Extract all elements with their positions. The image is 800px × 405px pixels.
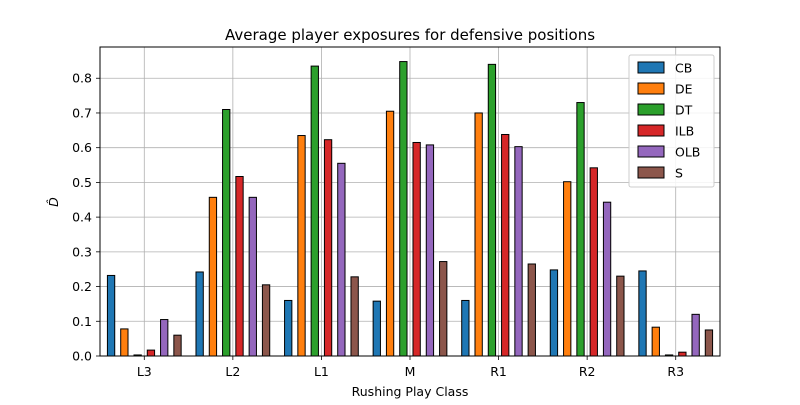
bar-cb-r1: [461, 299, 470, 357]
legend-swatch-s: [637, 166, 665, 179]
y-tick-label: 0.7: [72, 105, 92, 120]
y-tick-label: 0.3: [72, 244, 92, 259]
y-tick-label: 0.0: [72, 349, 92, 364]
x-tick-label: M: [405, 364, 416, 379]
bar-de-r1: [474, 112, 483, 357]
bar-cb-r3: [638, 270, 647, 357]
bar-olb-r1: [514, 146, 523, 357]
legend-label-dt: DT: [675, 103, 693, 118]
bar-de-l2: [208, 196, 218, 357]
bar-cb-l2: [195, 271, 204, 357]
bar-s-l2: [261, 284, 271, 357]
bar-s-r2: [616, 275, 625, 357]
legend-label-ilb: ILB: [675, 124, 694, 139]
x-tick-label: R2: [579, 364, 596, 379]
bar-dt-r1: [487, 63, 497, 357]
bar-cb-m: [372, 300, 381, 357]
bar-s-r3: [704, 329, 714, 357]
x-tick-label: R3: [667, 364, 684, 379]
bar-cb-r2: [549, 269, 559, 357]
bar-cb-l1: [284, 299, 293, 357]
bar-s-m: [439, 261, 448, 357]
legend-swatch-de: [637, 82, 665, 95]
bar-ilb-r2: [589, 167, 598, 357]
bar-ilb-r3: [678, 351, 687, 357]
legend-swatch-ilb: [637, 124, 665, 137]
axis-ticks: 0.0 0.1 0.2 0.3 0.4 0.5 0.6 0.7 0.8 L3 L2 L1 M R1 R2 R3: [72, 71, 684, 379]
chart-title: Average player exposures for defensive p…: [225, 26, 595, 44]
legend-label-s: S: [675, 166, 683, 181]
bar-ilb-r1: [501, 133, 510, 357]
y-axis-label: D̂: [46, 197, 61, 207]
bar-ilb-m: [412, 141, 421, 357]
bar-olb-l2: [248, 196, 257, 357]
y-tick-label: 0.8: [72, 71, 92, 86]
bar-ilb-l2: [235, 176, 244, 357]
legend-swatch-olb: [637, 145, 665, 158]
bar-olb-r3: [691, 313, 700, 357]
bar-ilb-l1: [323, 139, 333, 357]
bar-olb-r2: [602, 201, 612, 357]
bar-s-l3: [173, 334, 182, 357]
bar-ilb-l3: [146, 349, 156, 357]
legend-swatch-dt: [637, 103, 665, 116]
y-tick-label: 0.2: [72, 279, 92, 294]
bar-s-r1: [527, 263, 536, 357]
y-tick-label: 0.6: [72, 140, 92, 155]
bar-de-l1: [297, 135, 306, 357]
legend: CB DE DT ILB OLB S: [628, 54, 715, 188]
y-tick-label: 0.1: [72, 314, 92, 329]
bar-cb-l3: [106, 274, 116, 357]
bar-olb-l1: [337, 162, 346, 357]
bar-s-l1: [350, 276, 359, 357]
bar-de-l3: [120, 328, 129, 357]
bar-dt-r2: [576, 102, 585, 357]
bar-dt-l1: [310, 65, 319, 357]
legend-label-olb: OLB: [675, 145, 700, 160]
bars-group: [106, 61, 714, 357]
bar-dt-l2: [222, 108, 231, 357]
x-tick-label: L2: [225, 364, 240, 379]
bar-olb-l3: [160, 319, 169, 357]
y-tick-label: 0.5: [72, 175, 92, 190]
x-axis-label: Rushing Play Class: [352, 384, 469, 399]
x-tick-label: R1: [490, 364, 507, 379]
legend-swatch-cb: [637, 61, 665, 74]
bar-olb-m: [425, 144, 435, 357]
x-tick-label: L1: [314, 364, 329, 379]
y-tick-label: 0.4: [72, 210, 92, 225]
x-tick-label: L3: [137, 364, 152, 379]
grid-lines: [100, 47, 720, 357]
bar-de-r3: [651, 326, 660, 357]
bar-dt-m: [399, 61, 408, 357]
legend-label-de: DE: [675, 82, 693, 97]
legend-label-cb: CB: [675, 61, 692, 76]
bar-de-m: [385, 110, 395, 357]
bar-de-r2: [563, 181, 572, 357]
